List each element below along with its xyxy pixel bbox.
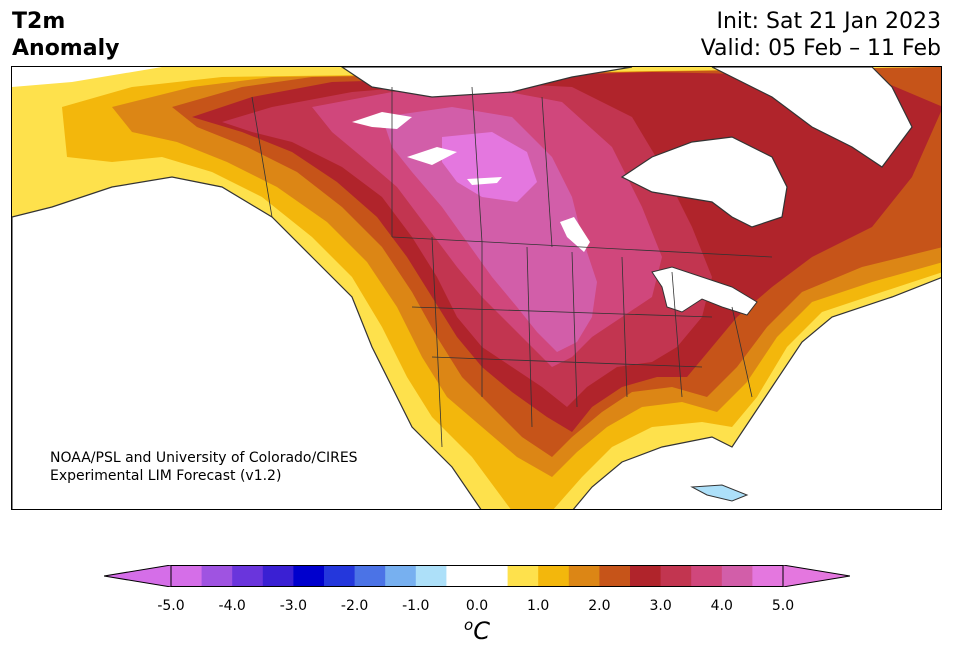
- colorbar-outline: [170, 565, 784, 587]
- credit-line-1: NOAA/PSL and University of Colorado/CIRE…: [50, 450, 358, 466]
- colorbar: [104, 565, 850, 587]
- colorbar-segment: [385, 565, 417, 587]
- arctic-water: [340, 67, 633, 98]
- baffin-water: [711, 67, 913, 168]
- colorbar-segment: [477, 565, 509, 587]
- colorbar-tick-label: 0.0: [465, 598, 489, 614]
- colorbar-segment: [324, 565, 356, 587]
- lake-athabasca: [467, 177, 502, 185]
- credit-line-2: Experimental LIM Forecast (v1.2): [50, 468, 282, 484]
- colorbar-tick-labels: -5.0 -4.0 -3.0 -2.0 -1.0 0.0 1.0 2.0 3.0 4.0 5.0: [0, 598, 953, 618]
- colorbar-segment: [752, 565, 784, 587]
- band-magenta: [442, 132, 537, 202]
- lake-winnipeg: [560, 217, 590, 252]
- map-panel: NOAA/PSL and University of Colorado/CIRE…: [11, 66, 942, 510]
- colorbar-tick-label: -2.0: [340, 598, 369, 614]
- colorbar-unit: oC: [464, 616, 490, 645]
- colorbar-segment: [538, 565, 570, 587]
- colorbar-segment: [171, 565, 203, 587]
- title-block: T2m Anomaly: [12, 8, 119, 62]
- colorbar-segment: [201, 565, 233, 587]
- unit-letter: C: [473, 617, 490, 645]
- anomaly-map: [12, 67, 941, 509]
- colorbar-segment: [507, 565, 539, 587]
- colorbar-segment: [446, 565, 478, 587]
- colorbar-segment: [599, 565, 631, 587]
- colorbar-tick-label: 5.0: [771, 598, 795, 614]
- colorbar-tick-label: -4.0: [218, 598, 246, 614]
- valid-range: Valid: 05 Feb – 11 Feb: [700, 36, 941, 61]
- pacific-ocean: [12, 176, 482, 509]
- colorbar-tick-label: 1.0: [527, 598, 550, 614]
- colorbar-tick-label: -1.0: [402, 598, 430, 614]
- colorbar-segment: [415, 565, 447, 587]
- colorbar-over-arrow: [782, 565, 850, 587]
- political-borders: [251, 86, 773, 448]
- variable-type: Anomaly: [12, 36, 120, 61]
- data-credit: NOAA/PSL and University of Colorado/CIRE…: [50, 449, 358, 485]
- band-light-pink: [382, 107, 597, 352]
- great-slave-lake: [407, 147, 457, 165]
- colorbar-tick-label: 4.0: [710, 598, 733, 614]
- variable-name: T2m: [12, 9, 66, 34]
- colorbar-segment: [354, 565, 386, 587]
- colorbar-segment: [232, 565, 264, 587]
- hudson-bay: [620, 136, 788, 228]
- cuba: [690, 484, 749, 502]
- colorbar-segment: [721, 565, 753, 587]
- degree-sign: o: [464, 616, 474, 634]
- atlantic-gulf: [572, 277, 941, 509]
- colorbar-segment: [262, 565, 294, 587]
- colorbar-tick-label: 3.0: [649, 598, 672, 614]
- great-bear-lake: [352, 112, 412, 129]
- colorbar-segment: [630, 565, 662, 587]
- colorbar-tick-label: -5.0: [157, 598, 185, 614]
- colorbar-under-arrow: [104, 565, 172, 587]
- init-date: Init: Sat 21 Jan 2023: [716, 9, 941, 34]
- colorbar-segment: [660, 565, 692, 587]
- colorbar-tick-label: 2.0: [588, 598, 611, 614]
- great-lakes: [651, 266, 758, 316]
- colorbar-segment: [568, 565, 600, 587]
- colorbar-segment: [293, 565, 325, 587]
- colorbar-tick-label: -3.0: [279, 598, 308, 614]
- colorbar-segment: [691, 565, 723, 587]
- forecast-dates: Init: Sat 21 Jan 2023 Valid: 05 Feb – 11…: [701, 8, 941, 62]
